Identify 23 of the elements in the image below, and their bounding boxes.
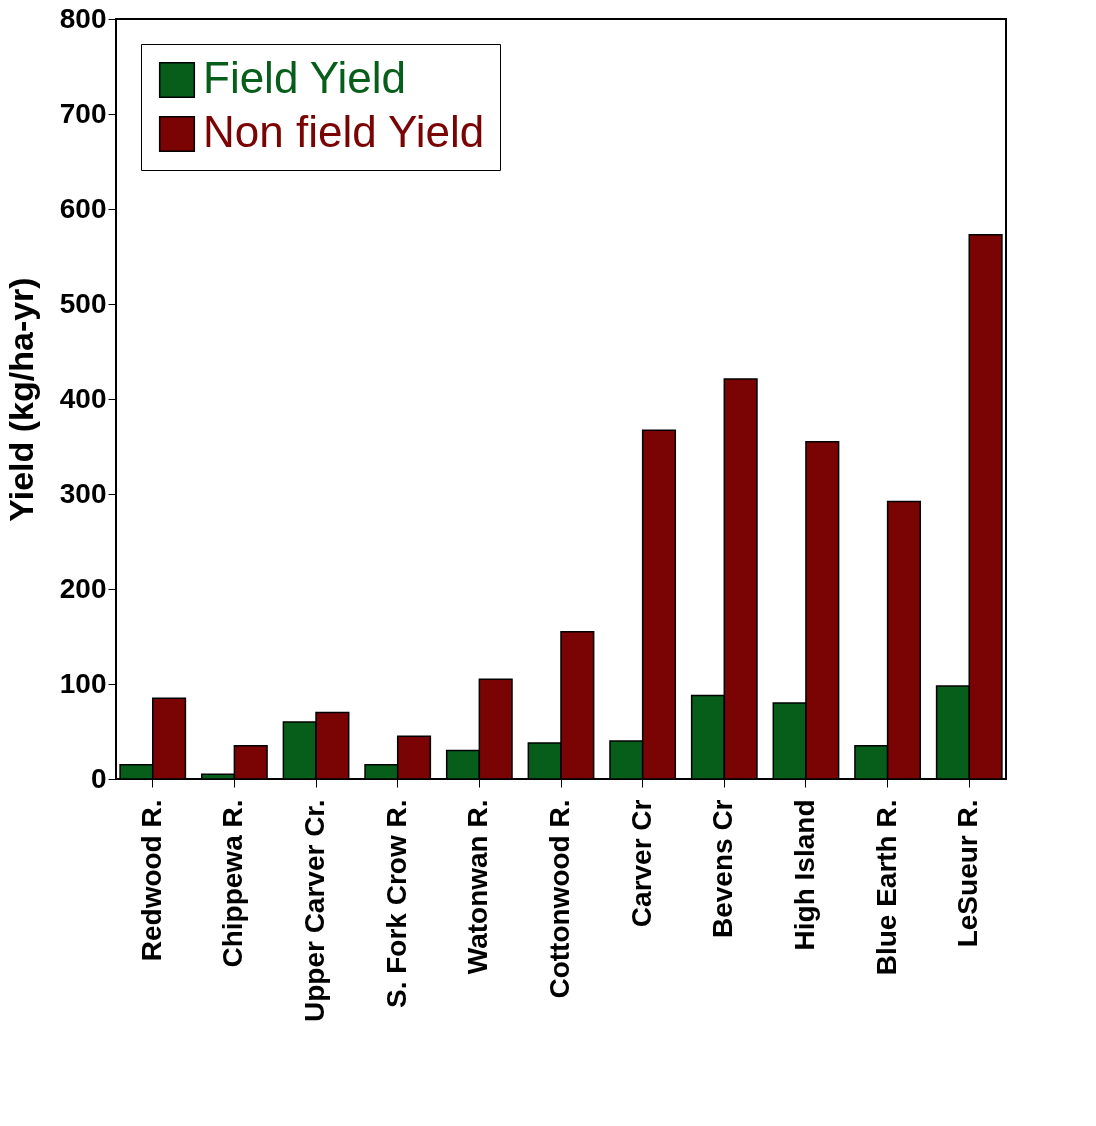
x-tick-label: Chippewa R. (217, 799, 249, 968)
y-tick-label: 600 (59, 192, 107, 224)
y-tick-label: 300 (59, 477, 107, 509)
x-tick-label: Carver Cr (625, 799, 657, 928)
x-tick-label: Watonwan R. (462, 799, 494, 975)
x-tick-label: Bevens Cr (707, 799, 739, 939)
y-tick-label: 0 (90, 762, 107, 794)
y-tick-label: 800 (59, 2, 107, 34)
x-tick-label: High Island (788, 799, 820, 951)
y-tick-label: 200 (59, 572, 107, 604)
legend-label: Field Yield (203, 53, 407, 102)
y-tick-label: 400 (59, 382, 107, 414)
x-tick-label: Redwood R. (135, 799, 167, 962)
legend-label: Non field Yield (203, 107, 485, 156)
x-tick-label: Upper Carver Cr. (299, 799, 331, 1023)
y-tick-label: 100 (59, 667, 107, 699)
x-tick-label: Cottonwood R. (544, 799, 575, 999)
x-tick-label: S. Fork Crow R. (380, 799, 412, 1008)
y-tick-label: 500 (59, 287, 107, 319)
x-tick-label: Blue Earth R. (870, 799, 902, 976)
y-axis-title: Yield (kg/ha-yr) (1, 277, 40, 522)
y-tick-label: 700 (59, 97, 107, 129)
x-tick-label: LeSueur R. (952, 799, 984, 948)
